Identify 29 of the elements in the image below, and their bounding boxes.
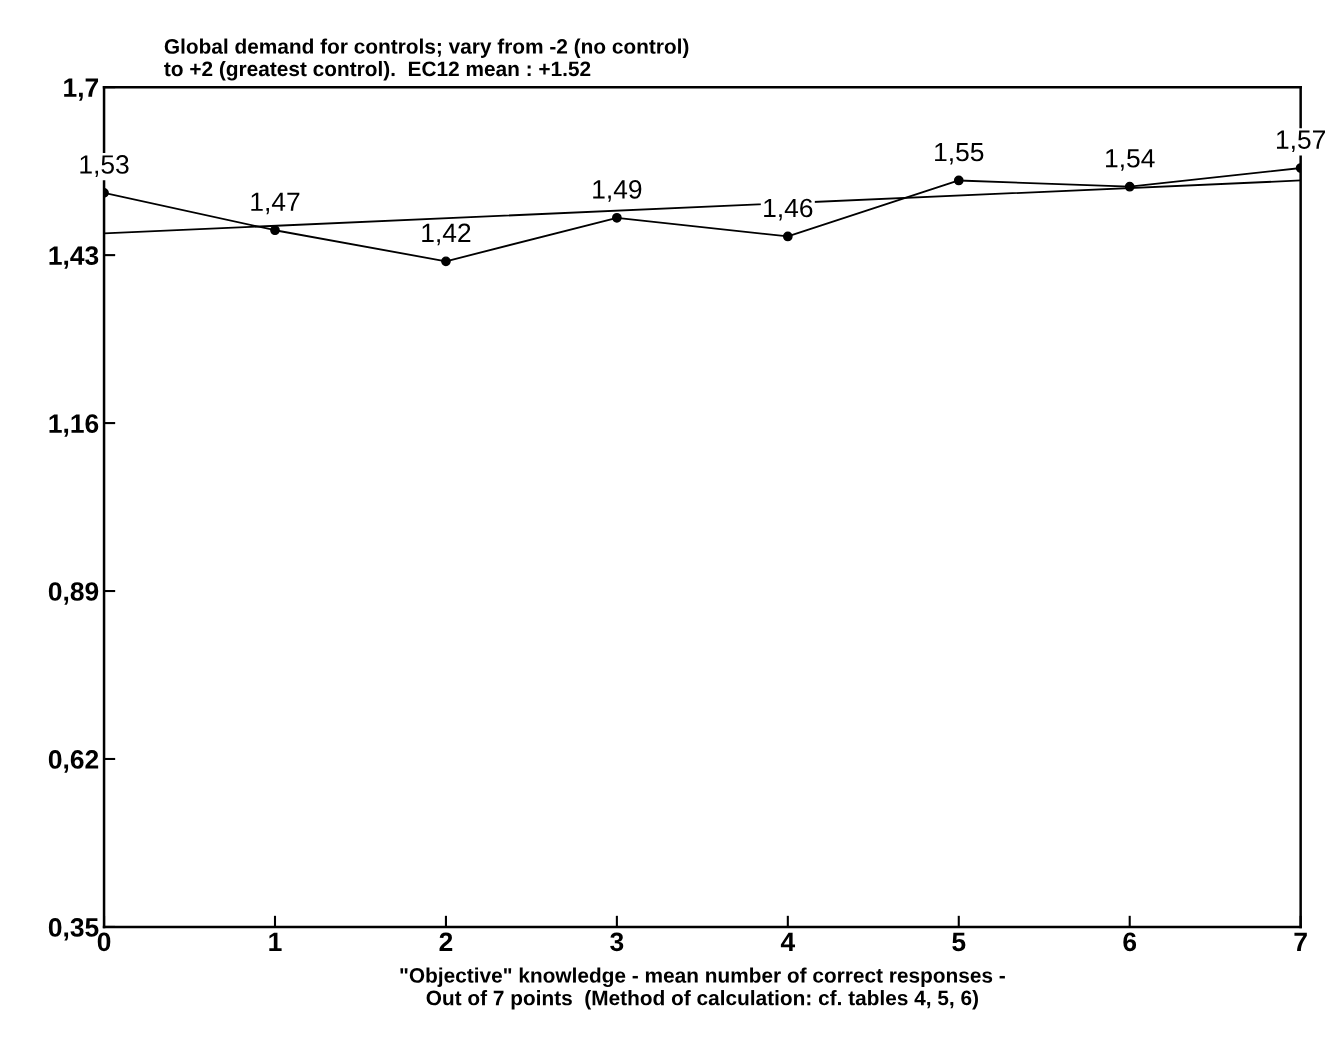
data-label: 1,55 xyxy=(935,142,984,165)
x-tick-label: 6 xyxy=(1123,932,1137,952)
y-tick-label: 0,89 xyxy=(48,582,99,605)
data-label: 1,47 xyxy=(251,192,300,215)
x-tick-label: 1 xyxy=(269,932,282,951)
data-label: 1,42 xyxy=(422,223,471,246)
data-label: 1,49 xyxy=(593,180,642,202)
chart-title: Global demand for controls; vary from -2 (no control) to +2 (greatest control). EC12 mean : +1.52 xyxy=(164,38,689,81)
point xyxy=(612,212,622,223)
data-label: 1,57 xyxy=(1276,130,1326,153)
point xyxy=(953,175,964,186)
data-label: 1,46 xyxy=(764,198,813,221)
point xyxy=(270,225,280,236)
y-tick-label: 1,7 xyxy=(64,78,99,101)
y-tick-label: 0,62 xyxy=(48,750,99,773)
x-tick-label: 4 xyxy=(780,932,796,951)
x-tick-label: 3 xyxy=(610,932,624,952)
point xyxy=(782,231,793,242)
x-tick-label: 0 xyxy=(97,932,111,952)
x-tick-label: 5 xyxy=(952,932,966,952)
y-tick-label: 1,16 xyxy=(49,414,99,437)
x-tick-label: 7 xyxy=(1294,932,1307,951)
x-axis-title: "Objective" knowledge - mean number of correct responses - Out of 7 points (Method of calculation: cf. tables 4, 5, 6) xyxy=(400,967,1005,1010)
data-label: 1,53 xyxy=(80,155,129,177)
y-tick-label: 1,43 xyxy=(49,246,99,269)
y-tick-label: 0,35 xyxy=(48,918,99,941)
data-label: 1,54 xyxy=(1106,149,1155,171)
point xyxy=(441,256,451,267)
x-tick-label: 2 xyxy=(439,932,453,951)
